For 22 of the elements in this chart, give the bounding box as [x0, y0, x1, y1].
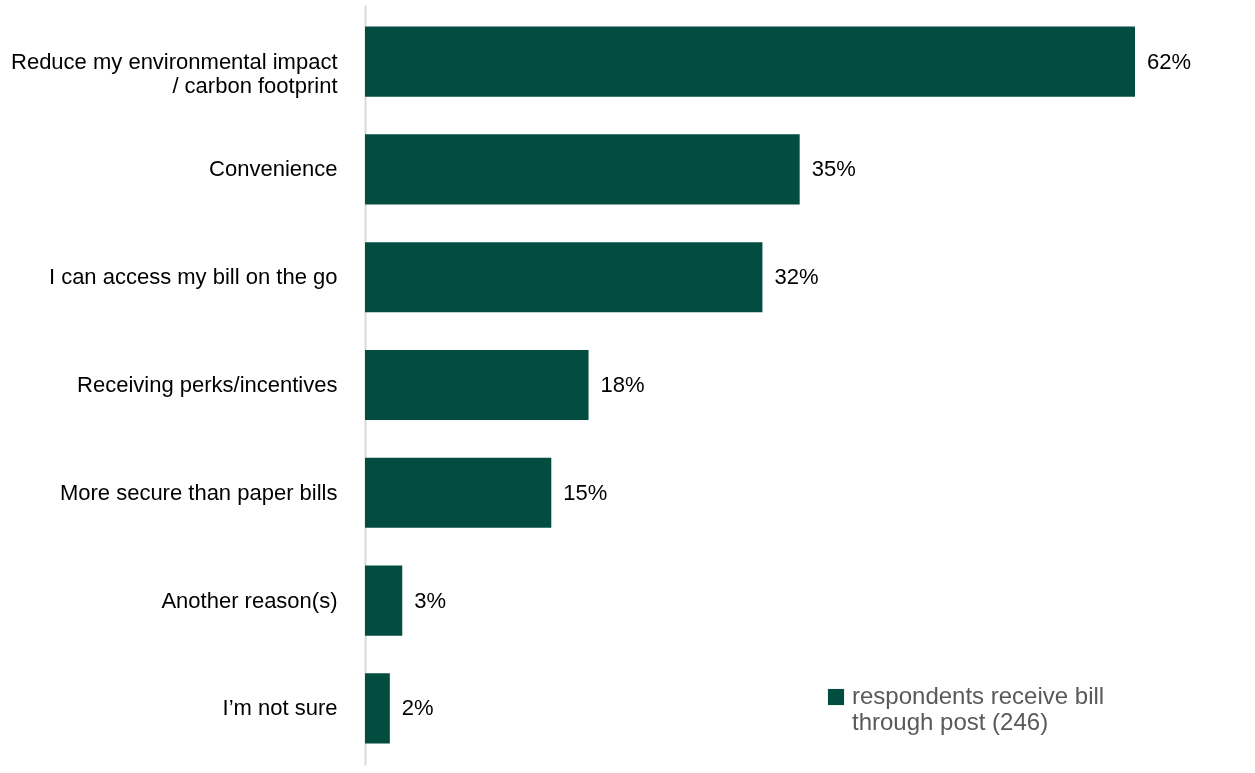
y-tick-label: I can access my bill on the go	[48, 264, 338, 290]
bar	[365, 26, 1135, 97]
legend-label: respondents receive bill through post (246)	[852, 682, 1105, 735]
data-label: 18%	[600, 372, 645, 397]
data-label: 35%	[811, 156, 856, 182]
bar	[365, 134, 800, 205]
y-tick-label: Convenience	[209, 156, 338, 182]
bar	[365, 673, 390, 744]
data-label: 15%	[563, 479, 608, 505]
bar	[365, 457, 552, 528]
data-label: 32%	[774, 264, 819, 290]
y-tick-label: Reduce my environmental impact / carbon footprint	[11, 48, 338, 98]
bar	[365, 349, 589, 421]
data-label: 3%	[414, 587, 447, 613]
y-tick-label: Another reason(s)	[161, 587, 338, 613]
bar	[365, 242, 763, 313]
y-tick-label: Receiving perks/incentives	[77, 372, 338, 397]
data-label: 2%	[401, 695, 434, 721]
y-tick-label: More secure than paper bills	[59, 479, 338, 505]
bar	[365, 565, 403, 636]
data-label: 62%	[1147, 48, 1192, 74]
y-tick-label: I’m not sure	[222, 695, 338, 721]
